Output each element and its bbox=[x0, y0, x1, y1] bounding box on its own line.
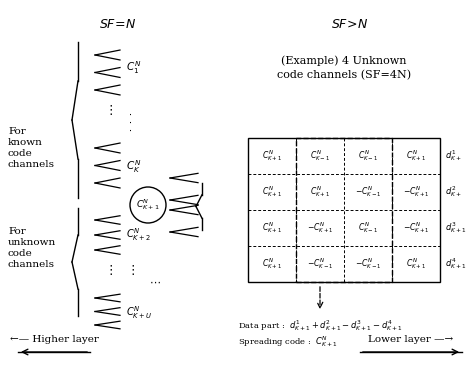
Text: Data part :  $d^1_{K+1}+d^2_{K+1}-d^3_{K+1}-d^4_{K+1}$: Data part : $d^1_{K+1}+d^2_{K+1}-d^3_{K+… bbox=[238, 318, 402, 333]
Text: $\vdots$: $\vdots$ bbox=[126, 263, 135, 277]
Text: Lower layer —→: Lower layer —→ bbox=[368, 335, 454, 344]
Text: $C^N_{K-1}$: $C^N_{K-1}$ bbox=[358, 221, 378, 235]
Text: $-C^N_{K-1}$: $-C^N_{K-1}$ bbox=[307, 257, 333, 272]
Text: $\cdot$: $\cdot$ bbox=[128, 109, 132, 119]
Circle shape bbox=[130, 187, 166, 223]
Text: $C^N_{K+1}$: $C^N_{K+1}$ bbox=[262, 184, 282, 199]
Text: $d^3_{K+1}$: $d^3_{K+1}$ bbox=[445, 221, 466, 235]
Text: $-C^N_{K+1}$: $-C^N_{K+1}$ bbox=[403, 221, 429, 235]
Text: $\vdots$: $\vdots$ bbox=[103, 263, 112, 277]
Text: $C_{K+2}^N$: $C_{K+2}^N$ bbox=[126, 227, 151, 243]
Text: $C^N_{K+1}$: $C^N_{K+1}$ bbox=[262, 221, 282, 235]
Text: $d^2_{K+}$: $d^2_{K+}$ bbox=[445, 184, 462, 199]
Text: $\cdot$: $\cdot$ bbox=[128, 117, 132, 127]
Text: $-C^N_{K+1}$: $-C^N_{K+1}$ bbox=[403, 184, 429, 199]
Text: $C^N_{K+1}$: $C^N_{K+1}$ bbox=[406, 257, 426, 272]
Text: $C_{K+U}^N$: $C_{K+U}^N$ bbox=[126, 305, 153, 321]
Text: $C_{K+1}^N$: $C_{K+1}^N$ bbox=[136, 198, 160, 213]
Text: $\cdot$: $\cdot$ bbox=[128, 125, 132, 135]
Text: $-C^N_{K+1}$: $-C^N_{K+1}$ bbox=[307, 221, 333, 235]
Text: Spreading code :  $C^N_{K+1}$: Spreading code : $C^N_{K+1}$ bbox=[238, 335, 337, 350]
Text: (Example) 4 Unknown
code channels (SF=4N): (Example) 4 Unknown code channels (SF=4N… bbox=[277, 56, 411, 81]
Text: $-C^N_{K-1}$: $-C^N_{K-1}$ bbox=[355, 257, 381, 272]
Bar bbox=[248, 138, 440, 282]
Text: $\cdots$: $\cdots$ bbox=[149, 277, 161, 287]
Text: $C^N_{K-1}$: $C^N_{K-1}$ bbox=[358, 149, 378, 164]
Text: $C^N_{K+1}$: $C^N_{K+1}$ bbox=[310, 184, 330, 199]
Text: $C^N_{K+1}$: $C^N_{K+1}$ bbox=[406, 149, 426, 164]
Text: $C^N_{K-1}$: $C^N_{K-1}$ bbox=[310, 149, 330, 164]
Text: ←— Higher layer: ←— Higher layer bbox=[9, 335, 99, 344]
Text: $d^1_{K+}$: $d^1_{K+}$ bbox=[445, 149, 462, 164]
Text: $-C^N_{K-1}$: $-C^N_{K-1}$ bbox=[355, 184, 381, 199]
Text: For
known
code
channels: For known code channels bbox=[8, 127, 55, 169]
Text: $\vdots$: $\vdots$ bbox=[103, 103, 112, 117]
Text: For
unknown
code
channels: For unknown code channels bbox=[8, 227, 56, 269]
Text: $SF\!=\!N$: $SF\!=\!N$ bbox=[99, 18, 137, 31]
Text: $C^N_{K+1}$: $C^N_{K+1}$ bbox=[262, 257, 282, 272]
Text: $d^4_{K+1}$: $d^4_{K+1}$ bbox=[445, 257, 466, 272]
Bar bbox=[296, 138, 392, 282]
Text: $SF\!>\!N$: $SF\!>\!N$ bbox=[331, 18, 369, 31]
Text: $C^N_{K+1}$: $C^N_{K+1}$ bbox=[262, 149, 282, 164]
Text: $C_K^N$: $C_K^N$ bbox=[126, 158, 141, 175]
Text: $C_1^N$: $C_1^N$ bbox=[126, 60, 141, 76]
